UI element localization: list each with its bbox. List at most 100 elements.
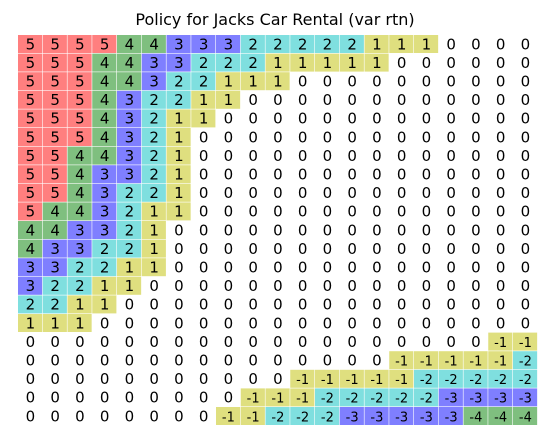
cell-0-3 bbox=[92, 35, 117, 53]
cell-label-11-6: 0 bbox=[174, 240, 184, 258]
cell-label-12-13: 0 bbox=[347, 259, 357, 277]
cell-7-0 bbox=[18, 165, 43, 184]
cell-label-2-19: 0 bbox=[496, 73, 506, 91]
cell-label-16-0: 0 bbox=[26, 333, 36, 351]
cell-label-6-7: 0 bbox=[199, 147, 209, 165]
cell-label-7-15: 0 bbox=[397, 166, 407, 184]
cell-label-0-10: 2 bbox=[273, 35, 283, 53]
cell-20-13 bbox=[339, 407, 364, 425]
cell-label-16-15: 0 bbox=[397, 333, 407, 351]
cell-label-11-19: 0 bbox=[496, 240, 506, 258]
cell-19-19 bbox=[488, 388, 513, 407]
cell-label-12-6: 0 bbox=[174, 259, 184, 277]
cell-label-5-12: 0 bbox=[323, 128, 333, 146]
cell-20-18 bbox=[463, 407, 488, 425]
cell-label-8-4: 2 bbox=[125, 184, 135, 202]
cell-label-0-19: 0 bbox=[496, 35, 506, 53]
cell-label-15-2: 1 bbox=[75, 314, 85, 332]
cell-label-20-11: -2 bbox=[296, 410, 309, 425]
cell-7-3 bbox=[92, 165, 117, 184]
cell-2-4 bbox=[117, 72, 142, 91]
cell-2-1 bbox=[42, 72, 67, 91]
cell-label-10-9: 0 bbox=[248, 221, 258, 239]
cell-label-13-17: 0 bbox=[446, 277, 456, 295]
cell-12-3 bbox=[92, 258, 117, 277]
cell-label-6-20: 0 bbox=[521, 147, 531, 165]
cell-label-18-15: -1 bbox=[395, 373, 408, 388]
cell-label-7-12: 0 bbox=[323, 166, 333, 184]
cell-label-18-4: 0 bbox=[125, 370, 135, 388]
cell-label-1-20: 0 bbox=[521, 54, 531, 72]
cell-label-6-10: 0 bbox=[273, 147, 283, 165]
cell-label-2-2: 5 bbox=[75, 73, 85, 91]
cell-12-2 bbox=[67, 258, 92, 277]
cell-label-7-18: 0 bbox=[471, 166, 481, 184]
cell-10-1 bbox=[42, 221, 67, 239]
cell-7-4 bbox=[117, 165, 142, 184]
cell-label-5-0: 5 bbox=[26, 128, 36, 146]
cell-15-1 bbox=[42, 314, 67, 332]
cell-label-8-13: 0 bbox=[347, 184, 357, 202]
cell-0-1 bbox=[42, 35, 67, 53]
cell-label-9-17: 0 bbox=[446, 203, 456, 221]
cell-8-5 bbox=[141, 183, 166, 202]
cell-label-11-2: 3 bbox=[75, 240, 85, 258]
cell-2-9 bbox=[240, 72, 265, 91]
cell-18-17 bbox=[438, 369, 463, 388]
cell-label-4-5: 2 bbox=[149, 110, 159, 128]
cell-label-9-19: 0 bbox=[496, 203, 506, 221]
cell-12-1 bbox=[42, 258, 67, 277]
cell-label-4-11: 0 bbox=[298, 110, 308, 128]
cell-label-19-17: -3 bbox=[445, 392, 458, 407]
cell-label-7-3: 3 bbox=[100, 166, 110, 184]
cell-label-17-14: 0 bbox=[372, 352, 382, 370]
cell-label-6-2: 4 bbox=[75, 147, 85, 165]
cell-label-3-18: 0 bbox=[471, 91, 481, 109]
cell-label-13-20: 0 bbox=[521, 277, 531, 295]
cell-label-7-5: 2 bbox=[149, 166, 159, 184]
cell-label-11-7: 0 bbox=[199, 240, 209, 258]
cell-label-14-9: 0 bbox=[248, 296, 258, 314]
cell-label-15-9: 0 bbox=[248, 314, 258, 332]
cell-label-20-19: -4 bbox=[494, 410, 507, 425]
cell-label-11-3: 2 bbox=[100, 240, 110, 258]
cell-label-12-1: 3 bbox=[50, 259, 60, 277]
cell-10-2 bbox=[67, 221, 92, 239]
cell-5-4 bbox=[117, 128, 142, 146]
cell-label-3-15: 0 bbox=[397, 91, 407, 109]
cell-label-1-13: 1 bbox=[347, 54, 357, 72]
cell-label-1-16: 0 bbox=[422, 54, 432, 72]
cell-label-10-19: 0 bbox=[496, 221, 506, 239]
cell-label-19-2: 0 bbox=[75, 389, 85, 407]
cell-label-3-10: 0 bbox=[273, 91, 283, 109]
cell-19-11 bbox=[290, 388, 315, 407]
cell-1-7 bbox=[191, 53, 216, 72]
cell-label-13-18: 0 bbox=[471, 277, 481, 295]
cell-label-11-4: 2 bbox=[125, 240, 135, 258]
cell-label-3-14: 0 bbox=[372, 91, 382, 109]
cell-label-7-14: 0 bbox=[372, 166, 382, 184]
cell-5-2 bbox=[67, 128, 92, 146]
cell-10-3 bbox=[92, 221, 117, 239]
cell-label-16-16: 0 bbox=[422, 333, 432, 351]
cell-12-0 bbox=[18, 258, 43, 277]
cell-label-0-1: 5 bbox=[50, 35, 60, 53]
cell-label-14-13: 0 bbox=[347, 296, 357, 314]
cell-label-12-5: 1 bbox=[149, 259, 159, 277]
cell-label-8-18: 0 bbox=[471, 184, 481, 202]
cell-6-0 bbox=[18, 146, 43, 165]
cell-label-13-3: 1 bbox=[100, 277, 110, 295]
cell-label-5-18: 0 bbox=[471, 128, 481, 146]
cell-label-10-10: 0 bbox=[273, 221, 283, 239]
cell-label-10-11: 0 bbox=[298, 221, 308, 239]
cell-label-15-20: 0 bbox=[521, 314, 531, 332]
cell-label-19-12: -2 bbox=[321, 392, 334, 407]
cell-11-3 bbox=[92, 239, 117, 258]
cell-label-1-15: 0 bbox=[397, 54, 407, 72]
cell-label-3-7: 1 bbox=[199, 91, 209, 109]
cell-label-4-15: 0 bbox=[397, 110, 407, 128]
cell-label-13-1: 2 bbox=[50, 277, 60, 295]
cell-label-19-0: 0 bbox=[26, 389, 36, 407]
cell-label-7-10: 0 bbox=[273, 166, 283, 184]
cell-4-4 bbox=[117, 109, 142, 128]
